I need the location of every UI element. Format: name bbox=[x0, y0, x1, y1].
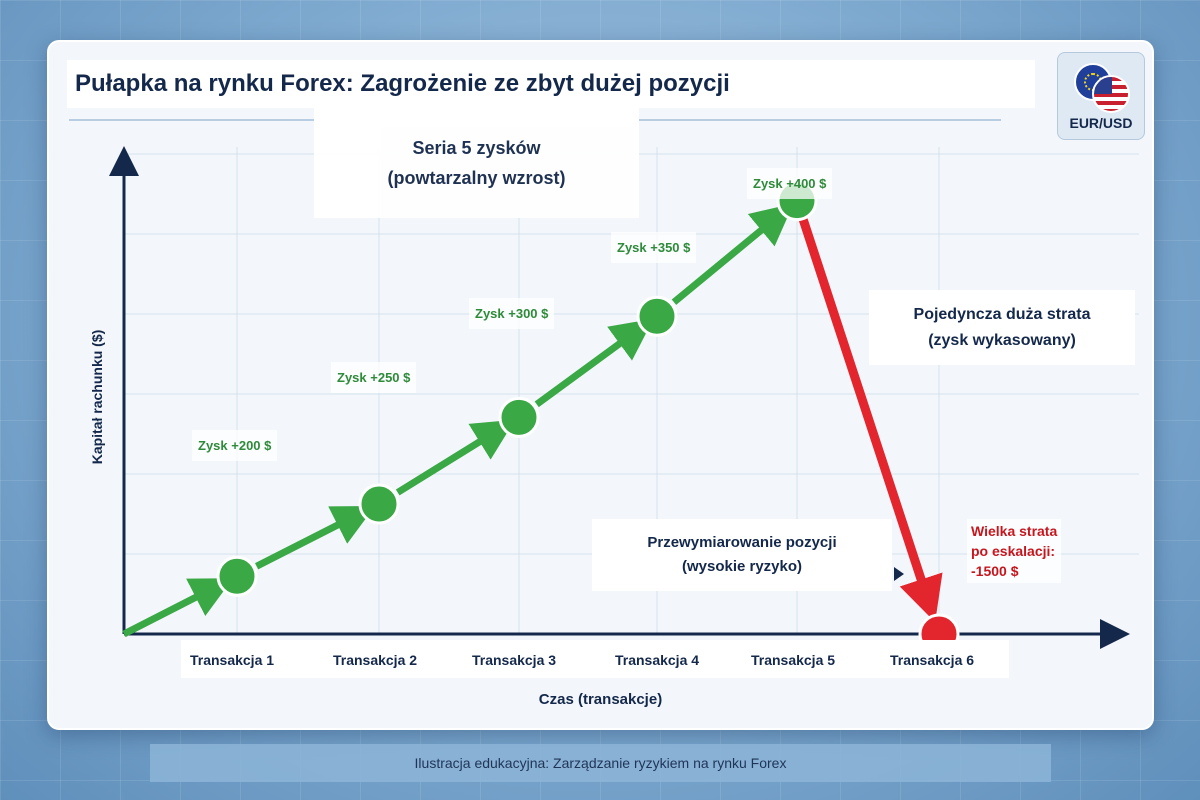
oversize-pointer bbox=[894, 567, 904, 581]
loss-arrow bbox=[798, 218, 943, 623]
data-point-4 bbox=[636, 295, 678, 337]
y-axis-label: Kapitał rachunku ($) bbox=[89, 329, 105, 465]
data-point-1 bbox=[216, 555, 258, 597]
title-divider-left bbox=[69, 119, 314, 121]
x-tick-4: Transakcja 4 bbox=[614, 652, 700, 668]
annotation-single-loss: Pojedyncza duża strata (zysk wykasowany) bbox=[869, 290, 1135, 365]
gain-arrow-4 bbox=[534, 318, 654, 408]
title-divider-right bbox=[639, 119, 1001, 121]
point-label-5: Zysk +400 $ bbox=[747, 168, 833, 199]
x-tick-2: Transakcja 2 bbox=[332, 652, 418, 668]
x-tick-5: Transakcja 5 bbox=[750, 652, 836, 668]
big-loss-line3: -1500 $ bbox=[971, 563, 1019, 579]
x-tick-strip bbox=[181, 640, 1009, 678]
annotation-oversize-line1: Przewymiarowanie pozycji bbox=[647, 534, 837, 551]
point-label-1: Zysk +200 $ bbox=[192, 430, 278, 461]
point-label-4: Zysk +350 $ bbox=[611, 232, 697, 263]
point-label-3: Zysk +300 $ bbox=[469, 298, 555, 329]
title-bar: Pułapka na rynku Forex: Zagrożenie ze zb… bbox=[67, 60, 1035, 108]
gain-arrow-3 bbox=[395, 419, 516, 496]
us-flag-icon bbox=[1092, 75, 1130, 113]
currency-pair-badge: EUR/USD bbox=[1057, 52, 1145, 140]
big-loss-label: Wielka strata po eskalacji: -1500 $ bbox=[967, 519, 1062, 583]
annotation-win-streak-line1: Seria 5 zysków bbox=[412, 138, 541, 158]
x-tick-6: Transakcja 6 bbox=[889, 652, 975, 668]
big-loss-line2: po eskalacji: bbox=[971, 543, 1056, 559]
currency-pair-label: EUR/USD bbox=[1069, 115, 1133, 131]
x-tick-3: Transakcja 3 bbox=[471, 652, 557, 668]
big-loss-line1: Wielka strata bbox=[971, 523, 1058, 539]
data-point-2 bbox=[358, 483, 400, 525]
x-tick-1: Transakcja 1 bbox=[189, 652, 275, 668]
page-title: Pułapka na rynku Forex: Zagrożenie ze zb… bbox=[75, 70, 730, 97]
annotation-win-streak-line2: (powtarzalny wzrost) bbox=[387, 168, 566, 188]
data-point-3 bbox=[498, 396, 540, 438]
gain-arrow-1 bbox=[122, 578, 234, 638]
annotation-oversize-line2: (wysokie ryzyko) bbox=[681, 558, 803, 575]
x-axis-label: Czas (transakcje) bbox=[538, 691, 663, 708]
annotation-single-loss-line2: (zysk wykasowany) bbox=[928, 331, 1076, 349]
annotation-single-loss-line1: Pojedyncza duża strata bbox=[913, 305, 1091, 323]
footer-caption: Ilustracja edukacyjna: Zarządzanie ryzyk… bbox=[150, 744, 1051, 782]
gain-arrow-2 bbox=[255, 505, 376, 570]
annotation-oversize: Przewymiarowanie pozycji (wysokie ryzyko… bbox=[592, 519, 892, 591]
gain-arrow-5 bbox=[671, 203, 794, 305]
point-label-2: Zysk +250 $ bbox=[331, 362, 417, 393]
annotation-win-streak: Seria 5 zysków (powtarzalny wzrost) bbox=[314, 108, 639, 218]
chart-card: Pułapka na rynku Forex: Zagrożenie ze zb… bbox=[47, 40, 1154, 730]
